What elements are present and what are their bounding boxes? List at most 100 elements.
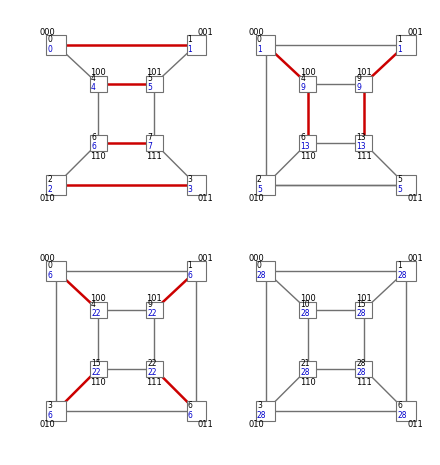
Text: 110: 110 bbox=[90, 152, 106, 161]
Text: 111: 111 bbox=[147, 152, 162, 161]
FancyBboxPatch shape bbox=[90, 134, 106, 151]
Text: 011: 011 bbox=[198, 194, 213, 203]
Text: 0: 0 bbox=[48, 35, 52, 44]
Text: 3: 3 bbox=[48, 401, 52, 410]
FancyBboxPatch shape bbox=[356, 134, 372, 151]
Text: 9: 9 bbox=[356, 74, 361, 83]
Text: 3: 3 bbox=[187, 185, 193, 194]
Text: 010: 010 bbox=[249, 194, 264, 203]
Text: 3: 3 bbox=[187, 175, 193, 184]
Text: 6: 6 bbox=[48, 271, 52, 280]
Text: 28: 28 bbox=[397, 411, 407, 420]
Text: 101: 101 bbox=[147, 67, 162, 77]
Text: 5: 5 bbox=[257, 185, 262, 194]
Text: 010: 010 bbox=[39, 194, 55, 203]
Text: 7: 7 bbox=[147, 141, 152, 151]
Text: 011: 011 bbox=[407, 194, 423, 203]
FancyBboxPatch shape bbox=[46, 35, 66, 54]
Text: 15: 15 bbox=[356, 300, 366, 309]
Text: 5: 5 bbox=[397, 175, 402, 184]
Text: 22: 22 bbox=[147, 367, 157, 377]
Text: 9: 9 bbox=[147, 300, 152, 309]
FancyBboxPatch shape bbox=[299, 76, 316, 93]
FancyBboxPatch shape bbox=[396, 35, 416, 54]
Text: 0: 0 bbox=[257, 261, 262, 270]
Text: 101: 101 bbox=[356, 293, 372, 303]
Text: 111: 111 bbox=[356, 152, 372, 161]
Text: 1: 1 bbox=[187, 45, 192, 54]
Text: 22: 22 bbox=[147, 359, 157, 368]
Text: 4: 4 bbox=[301, 74, 305, 83]
FancyBboxPatch shape bbox=[46, 261, 66, 280]
Text: 101: 101 bbox=[356, 67, 372, 77]
Text: 100: 100 bbox=[300, 67, 315, 77]
Text: 0: 0 bbox=[48, 261, 52, 270]
Text: 111: 111 bbox=[356, 378, 372, 387]
Text: 28: 28 bbox=[301, 367, 310, 377]
Text: 0: 0 bbox=[48, 45, 52, 54]
Text: 6: 6 bbox=[91, 141, 96, 151]
Text: 6: 6 bbox=[187, 271, 193, 280]
Text: 13: 13 bbox=[301, 141, 310, 151]
Text: 3: 3 bbox=[257, 401, 262, 410]
Text: 2: 2 bbox=[48, 185, 52, 194]
FancyBboxPatch shape bbox=[256, 261, 275, 280]
Text: 001: 001 bbox=[198, 254, 213, 263]
Text: 110: 110 bbox=[300, 378, 315, 387]
Text: 000: 000 bbox=[39, 254, 55, 263]
Text: 9: 9 bbox=[301, 83, 305, 92]
Text: 4: 4 bbox=[91, 300, 96, 309]
FancyBboxPatch shape bbox=[90, 302, 106, 319]
FancyBboxPatch shape bbox=[146, 360, 163, 377]
Text: 28: 28 bbox=[356, 309, 366, 318]
Text: 13: 13 bbox=[356, 133, 366, 142]
FancyBboxPatch shape bbox=[396, 175, 416, 195]
Text: 22: 22 bbox=[91, 309, 100, 318]
Text: 28: 28 bbox=[257, 271, 267, 280]
Text: 0: 0 bbox=[257, 35, 262, 44]
Text: 4: 4 bbox=[91, 74, 96, 83]
Text: 6: 6 bbox=[301, 133, 305, 142]
Text: 6: 6 bbox=[187, 411, 193, 420]
Text: 1: 1 bbox=[187, 35, 192, 44]
Text: 011: 011 bbox=[198, 420, 213, 429]
Text: 2: 2 bbox=[257, 175, 262, 184]
FancyBboxPatch shape bbox=[299, 360, 316, 377]
Text: 5: 5 bbox=[147, 83, 152, 92]
FancyBboxPatch shape bbox=[299, 302, 316, 319]
Text: 6: 6 bbox=[91, 133, 96, 142]
FancyBboxPatch shape bbox=[146, 76, 163, 93]
Text: 15: 15 bbox=[91, 359, 101, 368]
Text: 101: 101 bbox=[147, 293, 162, 303]
Text: 22: 22 bbox=[91, 367, 100, 377]
Text: 1: 1 bbox=[397, 45, 402, 54]
FancyBboxPatch shape bbox=[90, 76, 106, 93]
Text: 2: 2 bbox=[48, 175, 52, 184]
FancyBboxPatch shape bbox=[356, 302, 372, 319]
Text: 7: 7 bbox=[147, 133, 152, 142]
FancyBboxPatch shape bbox=[146, 302, 163, 319]
Text: 001: 001 bbox=[198, 28, 213, 37]
Text: 100: 100 bbox=[300, 293, 315, 303]
Text: 011: 011 bbox=[407, 420, 423, 429]
Text: 28: 28 bbox=[356, 367, 366, 377]
Text: 100: 100 bbox=[90, 293, 106, 303]
Text: 000: 000 bbox=[39, 28, 55, 37]
FancyBboxPatch shape bbox=[187, 35, 206, 54]
Text: 13: 13 bbox=[356, 141, 366, 151]
Text: 110: 110 bbox=[90, 378, 106, 387]
Text: 28: 28 bbox=[301, 309, 310, 318]
Text: 1: 1 bbox=[187, 261, 192, 270]
Text: 28: 28 bbox=[257, 411, 267, 420]
FancyBboxPatch shape bbox=[356, 76, 372, 93]
Text: 010: 010 bbox=[249, 420, 264, 429]
Text: 001: 001 bbox=[407, 28, 423, 37]
Text: 100: 100 bbox=[90, 67, 106, 77]
FancyBboxPatch shape bbox=[356, 360, 372, 377]
Text: 001: 001 bbox=[407, 254, 423, 263]
FancyBboxPatch shape bbox=[187, 175, 206, 195]
FancyBboxPatch shape bbox=[256, 35, 275, 54]
FancyBboxPatch shape bbox=[187, 261, 206, 280]
Text: 110: 110 bbox=[300, 152, 315, 161]
Text: 6: 6 bbox=[397, 401, 402, 410]
